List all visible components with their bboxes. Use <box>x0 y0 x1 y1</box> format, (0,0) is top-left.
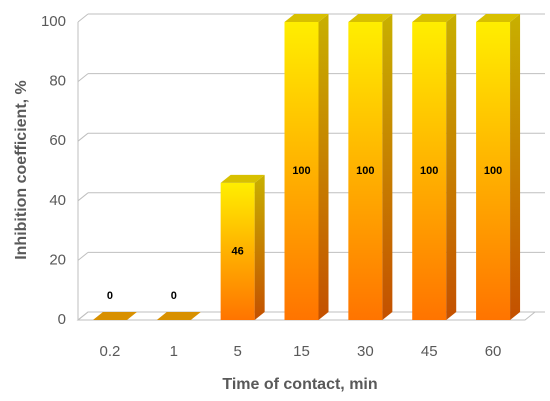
y-tick-label: 40 <box>49 192 66 209</box>
grid-line-slant <box>77 73 89 82</box>
value-label: 100 <box>292 165 310 177</box>
bar-top <box>348 14 393 22</box>
x-tick-label: 60 <box>485 343 502 360</box>
value-label: 46 <box>232 245 244 257</box>
y-tick-label: 100 <box>41 13 66 30</box>
x-tick-label: 15 <box>293 343 310 360</box>
y-axis-title: Inhibition coefficient, % <box>13 80 30 260</box>
bar-side <box>254 174 265 320</box>
value-label: 100 <box>420 165 438 177</box>
bar-top <box>476 14 521 22</box>
value-label: 0 <box>171 290 177 302</box>
bar <box>412 22 447 320</box>
y-tick-label: 20 <box>49 251 66 268</box>
x-tick-label: 45 <box>421 343 438 360</box>
y-tick-label: 0 <box>58 311 66 328</box>
x-tick-label: 30 <box>357 343 374 360</box>
bar <box>476 22 511 320</box>
bar-top <box>284 14 329 22</box>
value-label: 100 <box>484 165 502 177</box>
grid-line-slant <box>77 132 89 142</box>
bar <box>220 182 255 320</box>
bar-side <box>446 14 457 320</box>
x-tick-label: 5 <box>233 343 241 360</box>
grid-line-slant <box>77 252 89 261</box>
x-axis-title: Time of contact, min <box>222 376 377 393</box>
bar <box>348 22 383 320</box>
grid-line-slant <box>77 192 89 202</box>
bar-top <box>92 312 137 320</box>
bar <box>284 22 319 320</box>
value-label: 0 <box>107 290 113 302</box>
x-tick-label: 1 <box>170 343 178 360</box>
grid-line-slant <box>77 311 89 321</box>
bar-side <box>318 14 329 320</box>
bar-side <box>382 14 393 320</box>
x-tick-label: 0.2 <box>99 343 120 360</box>
bar-top <box>220 174 265 183</box>
value-label: 100 <box>356 165 374 177</box>
grid-line-slant <box>77 13 89 23</box>
bar-side <box>510 14 521 320</box>
bar-top <box>156 312 201 320</box>
y-tick-label: 60 <box>49 132 66 149</box>
bar-top <box>412 14 457 22</box>
y-tick-label: 80 <box>49 73 66 90</box>
